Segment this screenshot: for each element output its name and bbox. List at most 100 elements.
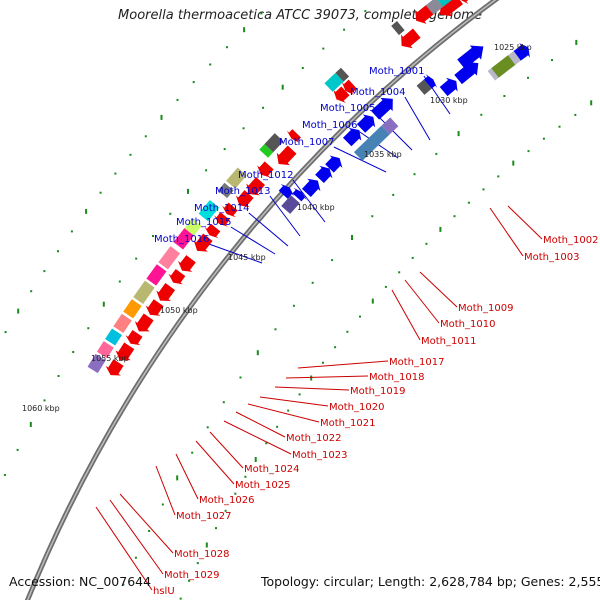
cds-feature[interactable] — [184, 218, 202, 236]
leader-line — [507, 205, 543, 240]
reverse-gene-label[interactable]: Moth_1020 — [329, 402, 384, 413]
forward-gene-label[interactable]: Moth_1013 — [215, 186, 270, 197]
cds-feature[interactable] — [315, 165, 333, 184]
cds-feature[interactable] — [381, 117, 399, 135]
cds-feature[interactable] — [391, 21, 405, 36]
cds-feature[interactable] — [436, 0, 455, 7]
cds-feature[interactable] — [105, 328, 122, 346]
cds-feature[interactable] — [276, 145, 297, 166]
cds-feature[interactable] — [133, 280, 155, 304]
cds-feature[interactable] — [286, 129, 301, 144]
cds-feature[interactable] — [335, 67, 350, 82]
cds-feature[interactable] — [113, 313, 132, 333]
cds-feature[interactable] — [401, 28, 421, 49]
scale-dot — [160, 114, 163, 120]
cds-feature[interactable] — [123, 299, 142, 319]
forward-gene-label[interactable]: Moth_1005 — [320, 103, 375, 114]
reverse-gene-label[interactable]: Moth_1027 — [176, 511, 231, 522]
cds-feature[interactable] — [222, 202, 238, 218]
cds-feature[interactable] — [246, 177, 266, 196]
forward-gene-label[interactable]: Moth_1004 — [350, 87, 405, 98]
cds-feature[interactable] — [457, 0, 472, 4]
cds-feature[interactable] — [198, 200, 220, 222]
leader-line — [175, 453, 199, 500]
cds-feature[interactable] — [491, 55, 516, 78]
reverse-gene-label[interactable]: Moth_1026 — [199, 495, 254, 506]
cds-feature[interactable] — [125, 330, 143, 346]
forward-gene-label[interactable]: Moth_1006 — [302, 120, 357, 131]
reverse-gene-label[interactable]: Moth_1022 — [286, 433, 341, 444]
cds-feature[interactable] — [513, 43, 530, 61]
cds-feature[interactable] — [235, 190, 254, 208]
reverse-gene-label[interactable]: hslU — [153, 586, 175, 597]
reverse-gene-label[interactable]: Moth_1010 — [440, 319, 495, 330]
cds-feature[interactable] — [87, 353, 106, 374]
cds-feature[interactable] — [257, 161, 274, 178]
cds-feature[interactable] — [173, 228, 194, 250]
scale-dot — [331, 259, 334, 262]
cds-feature[interactable] — [439, 77, 458, 97]
cds-feature[interactable] — [178, 255, 196, 272]
cds-feature[interactable] — [145, 299, 164, 316]
cds-feature[interactable] — [425, 0, 444, 15]
cds-feature[interactable] — [415, 5, 434, 24]
forward-gene-label[interactable]: Moth_1007 — [279, 137, 334, 148]
scale-label: 1035 kbp — [364, 150, 402, 159]
forward-gene-label[interactable]: Moth_1001 — [369, 66, 424, 77]
reverse-gene-label[interactable]: Moth_1011 — [421, 336, 476, 347]
cds-feature[interactable] — [416, 79, 432, 95]
reverse-gene-label[interactable]: Moth_1024 — [244, 464, 299, 475]
cds-feature[interactable] — [134, 313, 154, 332]
reverse-gene-label[interactable]: Moth_1018 — [369, 372, 424, 383]
cds-feature[interactable] — [146, 264, 167, 286]
leader-line — [235, 411, 286, 438]
cds-feature[interactable] — [325, 155, 343, 173]
scale-label: 1040 kbp — [297, 203, 335, 212]
cds-feature[interactable] — [278, 183, 295, 199]
cds-feature[interactable] — [193, 233, 213, 252]
cds-feature[interactable] — [259, 144, 274, 158]
cds-feature[interactable] — [341, 79, 357, 96]
cds-feature[interactable] — [214, 212, 230, 227]
forward-gene-label[interactable]: Moth_1014 — [194, 203, 249, 214]
scale-dot — [435, 152, 438, 155]
cds-feature[interactable] — [292, 187, 307, 202]
reverse-gene-label[interactable]: Moth_1009 — [458, 303, 513, 314]
cds-feature[interactable] — [168, 268, 186, 285]
scale-dot — [29, 422, 32, 427]
reverse-gene-label[interactable]: Moth_1019 — [350, 386, 405, 397]
cds-feature[interactable] — [115, 342, 135, 361]
scale-dot — [292, 304, 295, 307]
cds-feature[interactable] — [423, 74, 438, 89]
forward-gene-label[interactable]: Moth_1012 — [238, 170, 293, 181]
reverse-gene-label[interactable]: Moth_1025 — [235, 480, 290, 491]
cds-feature[interactable] — [353, 125, 390, 161]
cds-feature[interactable] — [204, 223, 221, 239]
cds-feature[interactable] — [105, 359, 124, 376]
forward-gene-label[interactable]: Moth_1016 — [154, 234, 209, 245]
cds-feature[interactable] — [226, 167, 247, 189]
cds-feature[interactable] — [264, 133, 284, 153]
reverse-gene-label[interactable]: Moth_1029 — [164, 570, 219, 581]
cds-feature[interactable] — [156, 283, 176, 301]
reverse-gene-label[interactable]: Moth_1002 — [543, 235, 598, 246]
cds-feature[interactable] — [333, 86, 350, 103]
cds-feature[interactable] — [281, 195, 300, 214]
cds-feature[interactable] — [370, 97, 393, 120]
cds-feature[interactable] — [96, 341, 114, 359]
cds-feature[interactable] — [217, 182, 234, 199]
reverse-gene-label[interactable]: Moth_1003 — [524, 252, 579, 263]
cds-feature[interactable] — [356, 114, 376, 133]
reverse-gene-label[interactable]: Moth_1028 — [174, 549, 229, 560]
cds-feature[interactable] — [301, 178, 321, 198]
reverse-gene-label[interactable]: Moth_1017 — [389, 357, 444, 368]
scale-dot — [206, 426, 209, 429]
cds-feature[interactable] — [454, 61, 479, 85]
forward-gene-label[interactable]: Moth_1015 — [176, 217, 231, 228]
cds-feature[interactable] — [457, 45, 484, 69]
reverse-gene-label[interactable]: Moth_1021 — [320, 418, 375, 429]
cds-feature[interactable] — [342, 127, 362, 147]
cds-feature[interactable] — [158, 246, 181, 270]
cds-feature[interactable] — [324, 72, 344, 92]
reverse-gene-label[interactable]: Moth_1023 — [292, 450, 347, 461]
